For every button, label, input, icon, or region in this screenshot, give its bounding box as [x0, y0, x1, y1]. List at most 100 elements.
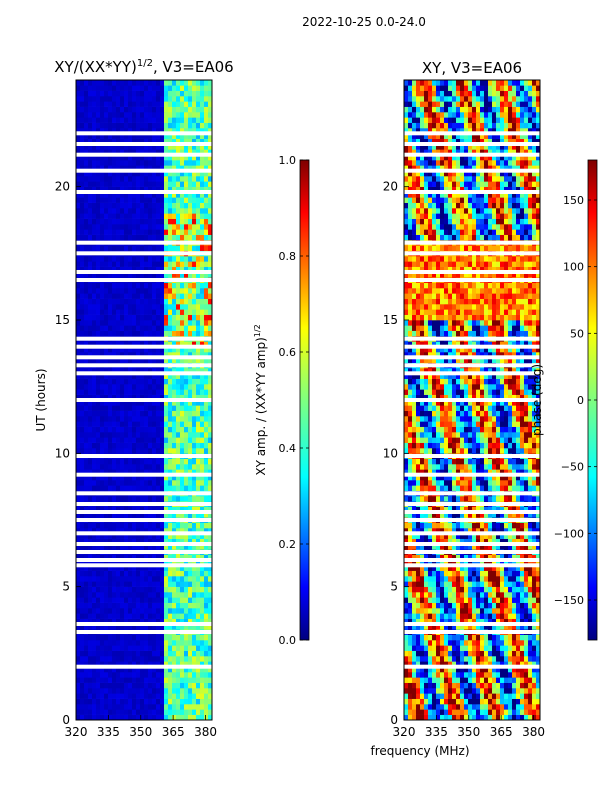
heatmap-cell [88, 224, 93, 230]
heatmap-cell [200, 218, 205, 225]
heatmap-cell [132, 112, 137, 118]
heatmap-cell [84, 80, 89, 86]
heatmap-cell [112, 597, 117, 603]
heatmap-cell [188, 485, 193, 491]
heatmap-cell [132, 698, 137, 705]
heatmap-cell [80, 138, 85, 145]
heatmap-cell [132, 101, 137, 107]
heatmap-cell [80, 613, 85, 619]
heatmap-cell [184, 672, 189, 678]
heatmap-cell [420, 666, 425, 673]
heatmap-cell [496, 693, 501, 699]
heatmap-cell [92, 176, 97, 182]
heatmap-cell [476, 698, 481, 705]
heatmap-cell [120, 458, 125, 465]
heatmap-cell [136, 325, 141, 331]
heatmap-cell [436, 634, 441, 641]
heatmap-cell [116, 602, 121, 609]
amp-colorbar-label-sup: 1/2 [253, 324, 262, 337]
heatmap-cell [80, 512, 85, 518]
heatmap-cell [192, 448, 197, 454]
heatmap-cell [528, 634, 533, 641]
heatmap-cell [100, 565, 105, 571]
heatmap-cell [92, 661, 97, 667]
heatmap-cell [148, 485, 153, 491]
heatmap-cell [516, 661, 521, 667]
heatmap-cell [148, 352, 153, 358]
heatmap-cell [204, 181, 209, 187]
heatmap-cell [80, 106, 85, 113]
heatmap-cell [180, 298, 185, 305]
heatmap-cell [188, 128, 193, 134]
heatmap-cell [196, 682, 201, 689]
heatmap-cell [76, 378, 81, 385]
heatmap-cell [160, 330, 165, 337]
heatmap-cell [532, 618, 537, 625]
heatmap-cell [504, 645, 509, 651]
heatmap-cell [136, 554, 141, 561]
heatmap-cell [88, 522, 93, 529]
heatmap-cell [168, 261, 173, 267]
heatmap-cell [172, 448, 177, 454]
heatmap-cell [128, 586, 133, 593]
heatmap-cell [192, 464, 197, 470]
heatmap-cell [156, 133, 161, 139]
heatmap-cell [160, 602, 165, 609]
heatmap-cell [100, 261, 105, 267]
heatmap-cell [200, 90, 205, 97]
heatmap-cell [184, 634, 189, 641]
heatmap-cell [188, 714, 193, 720]
heatmap-cell [512, 602, 517, 609]
heatmap-cell [472, 672, 477, 678]
heatmap-cell [124, 416, 129, 422]
heatmap-cell [180, 714, 185, 720]
heatmap-cell [416, 618, 421, 625]
heatmap-cell [88, 165, 93, 171]
heatmap-cell [96, 144, 101, 150]
heatmap-cell [436, 650, 441, 657]
heatmap-cell [140, 357, 145, 363]
heatmap-cell [536, 661, 540, 667]
heatmap-cell [152, 378, 157, 385]
heatmap-cell [104, 314, 109, 321]
heatmap-cell [180, 256, 185, 262]
heatmap-cell [176, 368, 181, 374]
heatmap-cell [156, 613, 161, 619]
heatmap-cell [520, 597, 525, 603]
heatmap-cell [160, 592, 165, 598]
heatmap-cell [164, 698, 169, 705]
heatmap-cell [184, 645, 189, 651]
heatmap-cell [136, 261, 141, 267]
heatmap-cell [408, 693, 413, 699]
heatmap-cell [508, 650, 513, 657]
heatmap-cell [124, 410, 129, 417]
heatmap-cell [144, 165, 149, 171]
heatmap-cell [108, 378, 113, 385]
heatmap-cell [104, 106, 109, 113]
heatmap-cell [184, 218, 189, 225]
heatmap-cell [176, 544, 181, 550]
heatmap-cell [184, 266, 189, 273]
heatmap-cell [132, 96, 137, 102]
heatmap-cell [168, 682, 173, 689]
heatmap-cell [144, 672, 149, 678]
heatmap-cell [404, 682, 409, 689]
heatmap-cell [188, 602, 193, 609]
heatmap-cell [132, 416, 137, 422]
heatmap-cell [536, 709, 540, 715]
heatmap-cell [520, 682, 525, 689]
heatmap-cell [528, 666, 533, 673]
heatmap-cell [108, 682, 113, 689]
heatmap-cell [144, 682, 149, 689]
heatmap-cell [464, 714, 469, 720]
heatmap-cell [128, 682, 133, 689]
heatmap-cell [108, 256, 113, 262]
heatmap-cell [168, 288, 173, 294]
heatmap-cell [500, 640, 505, 646]
heatmap-cell [164, 506, 169, 513]
heatmap-cell [76, 160, 81, 166]
heatmap-cell [456, 709, 461, 715]
heatmap-cell [148, 394, 153, 401]
heatmap-cell [136, 528, 141, 534]
heatmap-cell [468, 693, 473, 699]
